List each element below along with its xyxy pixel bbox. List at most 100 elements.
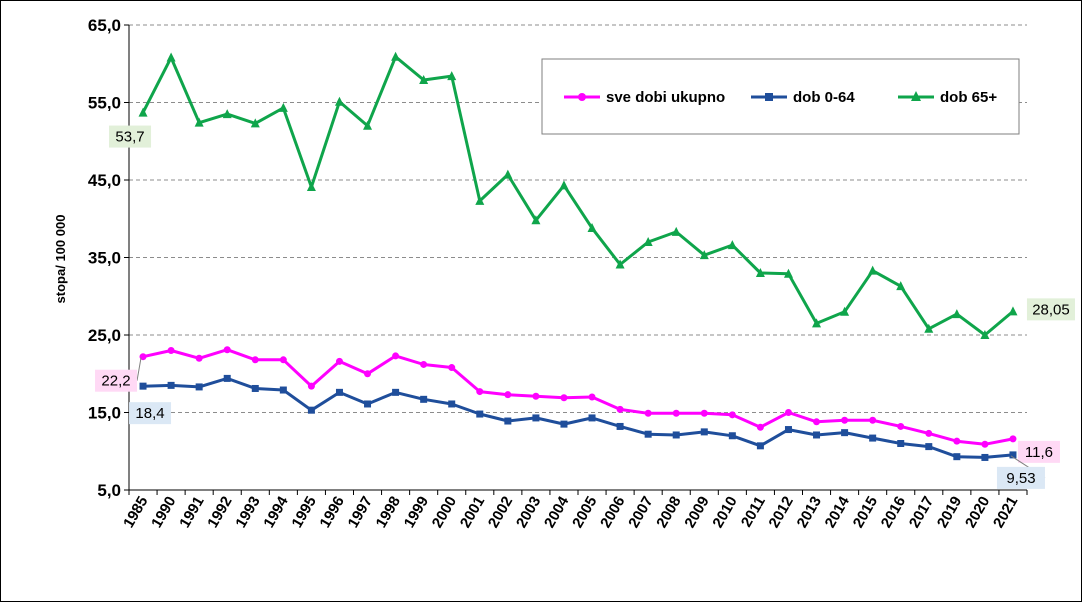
x-tick-label: 2015 [850,494,881,531]
data-point [869,416,877,424]
data-point [194,117,204,127]
data-point [897,440,905,447]
data-point [727,240,737,250]
x-tick-label: 2005 [569,494,600,531]
y-tick-label: 45,0 [88,171,121,190]
data-point [504,391,512,399]
data-point [223,374,231,382]
data-point [784,409,792,416]
data-point [476,410,484,418]
x-tick-label: 1990 [148,494,179,531]
series-line [141,55,1014,337]
data-point [307,382,315,390]
legend-label: dob 0-64 [793,89,855,106]
data-point [167,347,175,354]
data-point [869,434,877,442]
data-point [1008,306,1018,316]
x-tick-label: 2000 [429,494,460,531]
data-point [672,431,680,439]
data-point [448,400,456,408]
data-point [953,453,961,461]
data-annotations: 22,2 11,6 18,4 9,53 53,7 28,05 [95,125,1075,489]
data-point [784,426,792,434]
data-point [756,423,764,431]
data-point [475,195,485,205]
data-point [504,417,512,425]
data-point [222,109,232,119]
x-tick-label: 1996 [317,494,348,531]
annotation-label: 9,53 [1006,470,1035,487]
data-point [138,107,148,117]
data-point [251,384,259,392]
x-tick-label: 2007 [625,494,656,531]
x-tick-label: 1993 [232,494,263,531]
data-point [195,383,203,391]
annotation-box [1026,298,1075,321]
data-point [616,405,624,413]
data-point [363,120,373,130]
y-tick-label: 5,0 [97,481,121,500]
data-point [841,416,849,424]
data-point [728,411,736,419]
x-tick-label: 2004 [541,493,573,531]
x-tick-label: 2021 [990,494,1021,531]
data-point [448,364,456,372]
data-point [279,356,287,364]
data-point [419,75,429,85]
data-point [167,381,175,389]
data-point [364,400,372,408]
legend-label: sve dobi ukupno [606,89,725,106]
data-point [306,181,316,191]
data-point [755,268,765,277]
annotation-label: 28,05 [1032,301,1070,318]
data-point [251,356,259,364]
legend-marker [911,91,921,101]
legend-label: dob 65+ [940,89,997,106]
series-2 [139,374,1017,461]
x-tick-label: 2011 [738,494,769,531]
annotation-label: 53,7 [115,129,144,146]
annotation-box [129,402,172,425]
data-point [560,420,568,428]
x-tick-label: 1992 [204,494,235,531]
series-line [142,348,1014,446]
data-point [559,180,569,190]
data-point [616,422,624,430]
data-point [560,394,568,402]
legend-marker [578,93,586,101]
data-point [391,51,401,61]
x-tick-label: 2013 [794,494,825,531]
y-tick-label: 35,0 [88,249,121,268]
data-point [532,414,540,422]
legend-item-2: dob 0-64 [751,89,855,106]
data-point [643,237,653,246]
y-tick-label: 25,0 [88,326,121,345]
data-point [588,393,596,401]
data-point [335,388,343,396]
x-tick-label: 2019 [934,494,965,531]
data-point [223,346,231,354]
data-point [868,265,878,275]
data-point [420,360,428,368]
data-point [925,443,933,451]
data-point [980,330,990,339]
y-tick-label: 55,0 [88,94,121,113]
data-point [503,169,513,179]
x-tick-labels: 1985199019911992199319941995199619971998… [120,493,1021,531]
data-point [447,71,457,81]
data-point [279,386,287,394]
x-tick-label: 2016 [878,494,909,531]
data-point [587,223,597,233]
axes [128,25,1028,495]
data-point [813,418,821,426]
x-tick-label: 1999 [401,494,432,531]
x-tick-label: 1991 [176,494,207,531]
data-point [671,226,681,236]
data-point [841,429,849,437]
data-point [924,323,934,333]
x-tick-label: 2002 [485,494,516,531]
annotation-box [1017,440,1060,463]
gridlines [124,24,1027,491]
